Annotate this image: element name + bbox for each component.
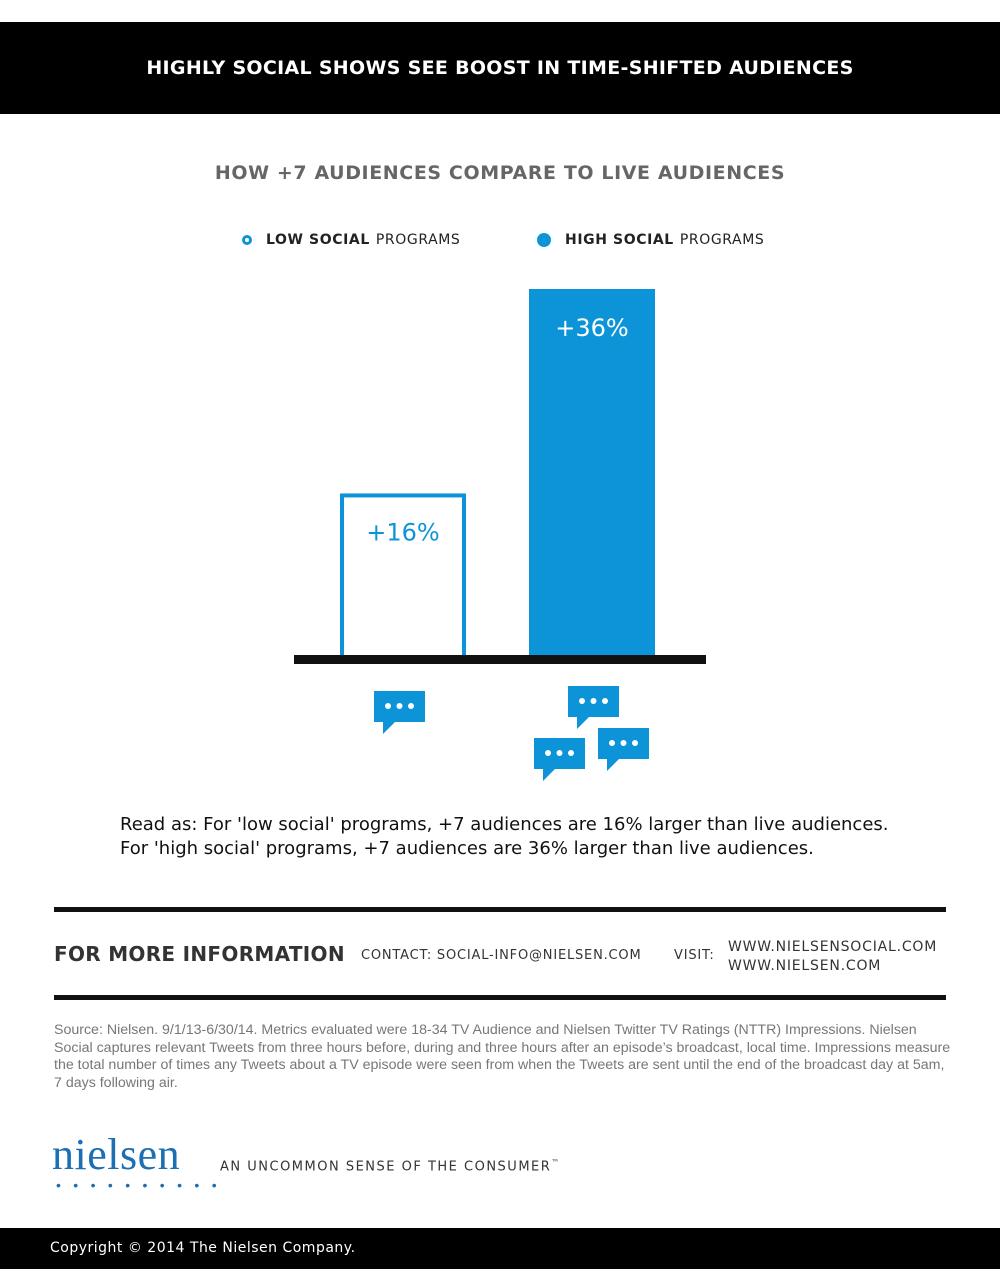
legend-low-rest: PROGRAMS <box>375 232 461 248</box>
trademark: ™ <box>551 1158 561 1167</box>
hollow-circle-icon <box>242 235 252 245</box>
header-banner: HIGHLY SOCIAL SHOWS SEE BOOST IN TIME-SH… <box>0 22 1000 114</box>
chat-bubble-icon <box>568 686 619 729</box>
info-title: FOR MORE INFORMATION <box>54 942 345 966</box>
legend-high-bold: HIGH SOCIAL <box>565 232 674 248</box>
chat-bubble-icon <box>598 728 649 771</box>
nielsen-logo: nielsen <box>52 1130 181 1179</box>
read-as-line-2: For 'high social' programs, +7 audiences… <box>120 838 814 859</box>
visit-urls: WWW.NIELSENSOCIAL.COM WWW.NIELSEN.COM <box>728 938 937 976</box>
data-label-high: +36% <box>555 314 628 342</box>
source-note: Source: Nielsen. 9/1/13-6/30/14. Metrics… <box>54 1022 951 1091</box>
tagline-text: AN UNCOMMON SENSE OF THE CONSUMER <box>220 1159 552 1175</box>
chat-bubble-icon <box>534 738 585 781</box>
contact-email-link[interactable]: CONTACT: SOCIAL-INFO@NIELSEN.COM <box>361 948 642 963</box>
chart-title: HOW +7 AUDIENCES COMPARE TO LIVE AUDIENC… <box>214 162 786 184</box>
bar-low-social <box>340 493 466 662</box>
bar-high-social <box>529 289 655 657</box>
bar-chart: +16% +36% <box>294 289 706 781</box>
chat-bubble-icon <box>374 691 425 734</box>
divider-bottom <box>54 995 946 1000</box>
filled-circle-icon <box>537 233 551 247</box>
url-nielsensocial-link[interactable]: WWW.NIELSENSOCIAL.COM <box>728 939 938 955</box>
x-axis-baseline <box>294 655 706 664</box>
data-label-low: +16% <box>366 518 439 546</box>
tagline: AN UNCOMMON SENSE OF THE CONSUMER™ <box>220 1158 561 1174</box>
legend-item-high-social: HIGH SOCIAL PROGRAMS <box>537 232 764 248</box>
legend-high-rest: PROGRAMS <box>679 232 765 248</box>
read-as-line-1: Read as: For 'low social' programs, +7 a… <box>120 814 889 835</box>
visit-label: VISIT: <box>674 948 715 963</box>
header-title: HIGHLY SOCIAL SHOWS SEE BOOST IN TIME-SH… <box>146 57 854 79</box>
read-as-note: Read as: For 'low social' programs, +7 a… <box>120 813 889 861</box>
legend-item-low-social: LOW SOCIAL PROGRAMS <box>242 232 460 248</box>
footer-bar: Copyright © 2014 The Nielsen Company. <box>0 1228 1000 1269</box>
legend-low-bold: LOW SOCIAL <box>266 232 370 248</box>
url-nielsen-link[interactable]: WWW.NIELSEN.COM <box>728 958 882 974</box>
copyright: Copyright © 2014 The Nielsen Company. <box>50 1240 356 1256</box>
divider-top <box>54 907 946 912</box>
logo-dots: •••••••••• <box>56 1177 230 1193</box>
